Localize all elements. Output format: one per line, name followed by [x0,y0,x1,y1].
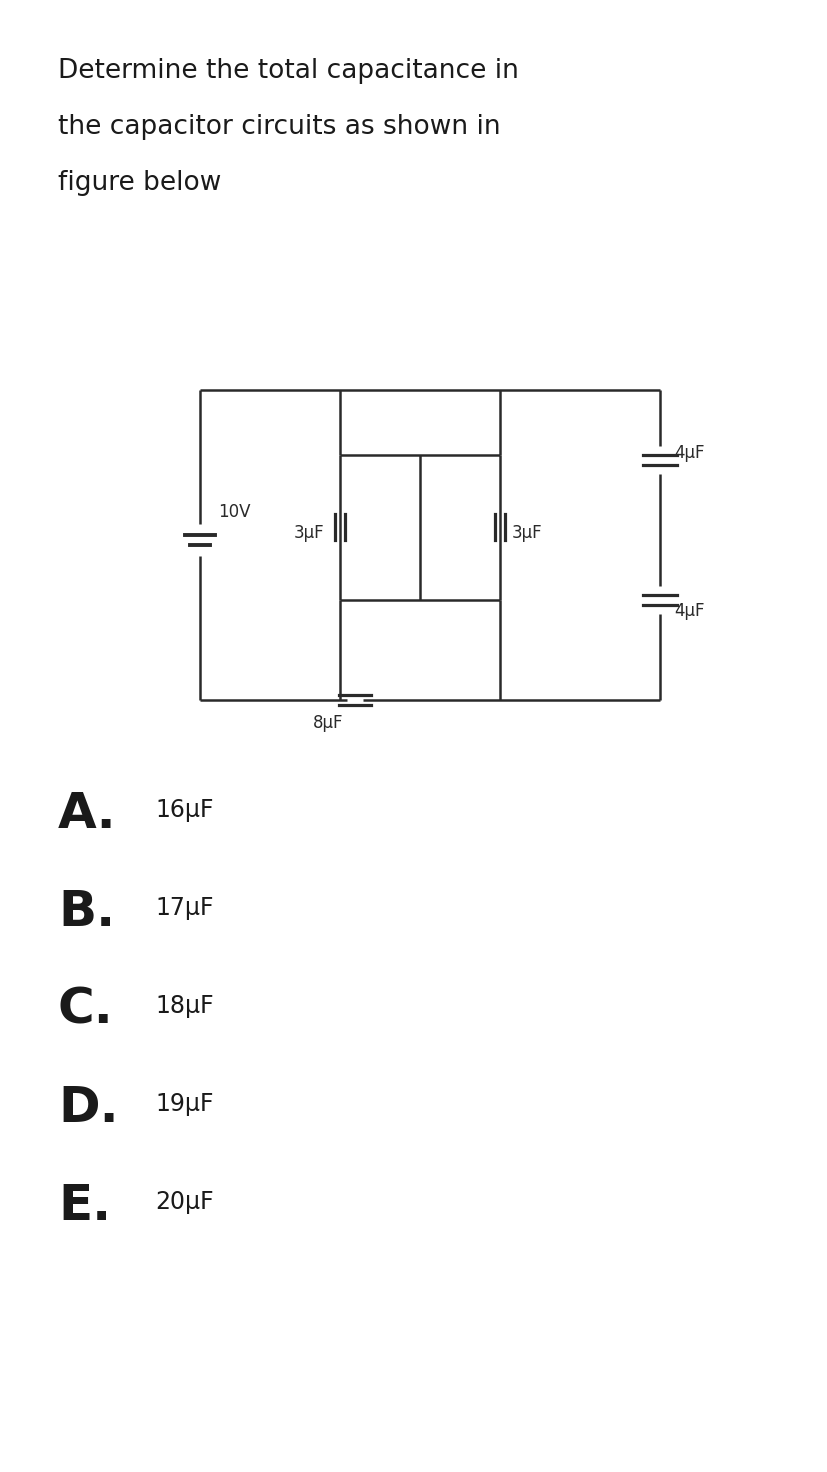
Text: 20μF: 20μF [155,1189,213,1214]
Text: the capacitor circuits as shown in: the capacitor circuits as shown in [58,113,500,140]
Text: figure below: figure below [58,169,221,196]
Text: 4μF: 4μF [673,602,704,620]
Text: E.: E. [58,1182,111,1231]
Text: Determine the total capacitance in: Determine the total capacitance in [58,57,519,84]
Text: 17μF: 17μF [155,896,213,920]
Text: 19μF: 19μF [155,1092,213,1116]
Text: B.: B. [58,888,115,936]
Text: 3μF: 3μF [511,524,542,542]
Text: 4μF: 4μF [673,445,704,462]
Text: 16μF: 16μF [155,798,213,821]
Text: C.: C. [58,986,113,1033]
Text: 10V: 10V [218,503,251,521]
Text: 18μF: 18μF [155,994,213,1019]
Text: 8μF: 8μF [313,714,343,732]
Text: D.: D. [58,1083,118,1132]
Text: 3μF: 3μF [294,524,324,542]
Text: A.: A. [58,790,117,838]
